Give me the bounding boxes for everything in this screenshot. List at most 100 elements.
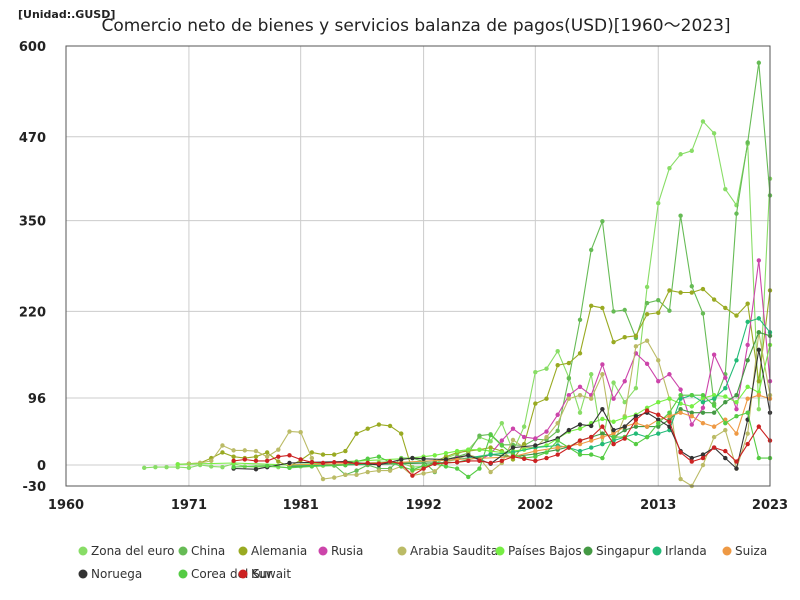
legend-item: Suiza [722, 544, 767, 558]
x-tick-label: 1992 [405, 498, 441, 513]
data-point [589, 445, 594, 450]
data-point [611, 309, 616, 314]
data-point [566, 393, 572, 398]
data-point [589, 423, 594, 429]
data-point [499, 420, 505, 426]
data-point [644, 361, 650, 366]
data-point [600, 305, 605, 311]
data-point [700, 455, 706, 461]
series-0 [142, 119, 773, 471]
data-point [600, 362, 605, 367]
data-point [734, 413, 739, 419]
data-point [264, 454, 270, 459]
data-point [689, 459, 694, 464]
data-point [711, 297, 717, 302]
data-point [611, 434, 616, 440]
data-point [354, 461, 359, 466]
data-point [264, 463, 270, 468]
data-point [711, 410, 717, 415]
data-point [566, 360, 572, 366]
series-line [445, 260, 771, 463]
legend-marker [78, 546, 88, 556]
data-point [723, 399, 728, 405]
data-point [656, 417, 661, 422]
data-point [466, 447, 471, 452]
data-point [309, 464, 315, 469]
data-point [533, 458, 538, 464]
data-point [443, 457, 449, 462]
data-point [723, 305, 728, 311]
data-point [399, 461, 404, 466]
data-point [745, 319, 750, 325]
data-point [600, 455, 605, 461]
data-point [600, 441, 605, 447]
data-point [589, 247, 594, 253]
data-point [287, 460, 292, 466]
data-point [622, 436, 627, 441]
data-point [410, 455, 415, 461]
data-point [656, 310, 661, 315]
data-point [656, 424, 661, 429]
data-point [566, 445, 572, 450]
data-point [689, 455, 694, 461]
data-point [600, 431, 605, 436]
data-point [611, 396, 616, 401]
data-point [756, 379, 762, 384]
data-point [734, 211, 739, 216]
data-point [589, 438, 594, 443]
data-point [622, 427, 627, 433]
data-point [711, 434, 717, 440]
data-point [488, 445, 493, 450]
data-point [678, 152, 683, 157]
x-tick-label: 2023 [752, 498, 788, 513]
data-point [656, 379, 661, 384]
data-point [711, 424, 717, 429]
x-tick-label: 2002 [517, 498, 553, 513]
data-point [734, 466, 739, 471]
data-point [689, 410, 694, 415]
data-point [544, 434, 549, 440]
data-point [521, 456, 527, 461]
data-point [622, 379, 627, 384]
data-point [555, 420, 560, 426]
y-axis-ticks: -30 0 96 220 350 470 600 [19, 40, 46, 495]
legend-item: China [178, 544, 225, 558]
legend-label: Kuwait [251, 567, 291, 581]
data-point [600, 406, 605, 412]
data-point [589, 372, 594, 377]
x-axis-ticks: 1960 1971 1981 1992 2002 2013 2023 [48, 498, 788, 513]
x-tick-label: 1971 [171, 498, 207, 513]
data-point [231, 454, 236, 459]
data-point [488, 432, 493, 438]
data-point [745, 301, 750, 306]
legend-marker [652, 546, 662, 556]
legend-label: Alemania [251, 544, 307, 558]
data-point [667, 308, 672, 313]
unit-label: [Unidad:.GUSD] [18, 8, 115, 21]
data-point [678, 213, 683, 218]
data-point [723, 186, 728, 192]
data-point [544, 396, 549, 401]
data-point [656, 200, 661, 206]
data-point [521, 434, 527, 440]
data-point [577, 452, 583, 457]
data-point [756, 393, 762, 398]
data-point [253, 458, 259, 464]
data-point [287, 465, 292, 471]
data-point [320, 460, 326, 466]
data-point [231, 458, 236, 464]
data-point [555, 438, 560, 443]
data-point [488, 452, 493, 457]
data-point [667, 396, 672, 401]
data-point [723, 375, 728, 380]
data-point [689, 422, 694, 427]
data-point [678, 450, 683, 455]
data-point [734, 313, 739, 318]
data-point [309, 460, 315, 465]
data-point [611, 427, 616, 433]
data-point [611, 419, 616, 424]
series-11 [231, 408, 773, 478]
data-point [577, 384, 583, 390]
data-point [678, 387, 683, 392]
data-point [510, 426, 516, 431]
